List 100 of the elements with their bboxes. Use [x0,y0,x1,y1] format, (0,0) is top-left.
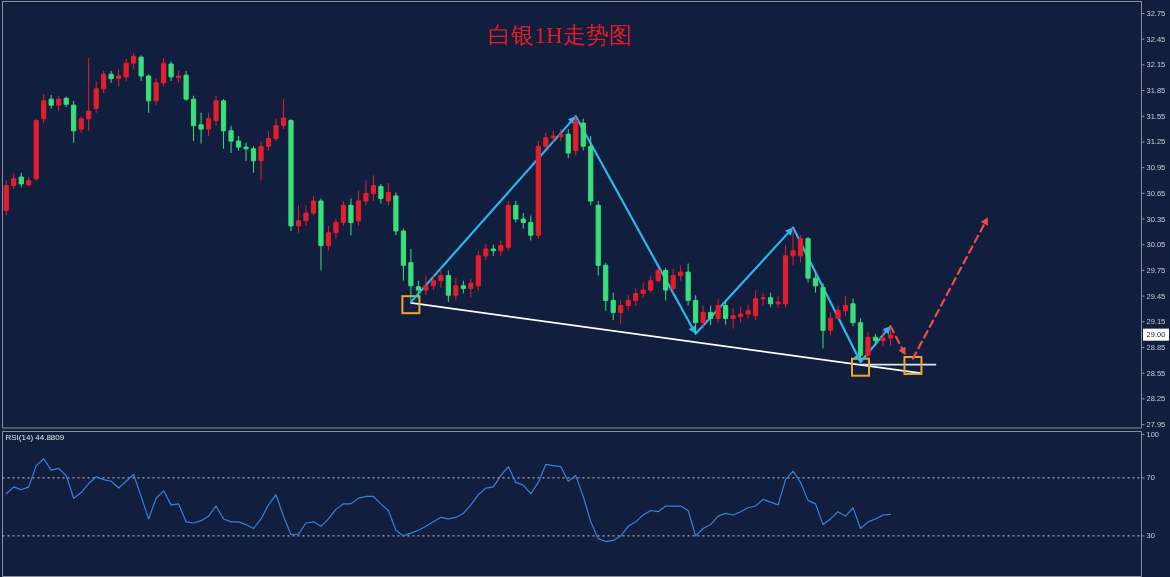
candlestick [618,299,624,325]
candlestick [33,118,39,181]
candlestick [782,245,789,308]
candlestick [400,227,406,282]
point [851,357,870,377]
candlestick [153,78,159,106]
candlestick [93,80,99,114]
candlestick [460,280,466,295]
candlestick [543,132,549,150]
candlestick [423,275,429,296]
candlestick [678,264,684,282]
candlestick [603,262,609,312]
point [903,355,923,375]
candlestick [258,140,264,181]
candlestick [56,95,62,112]
candlestick [310,195,317,217]
candlestick [303,204,309,227]
candlestick [708,305,714,326]
candlestick [842,295,849,317]
candlestick [273,118,279,142]
candlestick [865,331,871,360]
candlestick [26,176,32,187]
candlestick [250,145,257,174]
candlestick [528,215,534,241]
candlestick [295,204,302,234]
candlestick [513,200,519,223]
candlestick [108,70,114,84]
candlestick [408,248,414,301]
candlestick [220,98,227,150]
candlestick [430,273,436,291]
candlestick [857,317,864,362]
candlestick [333,218,339,240]
candlestick [415,280,421,300]
candlestick [535,140,541,240]
candlestick [700,305,706,330]
candlestick [168,60,174,82]
candlestick [648,275,654,294]
candlestick [228,125,234,154]
candlestick [348,197,354,236]
candlestick [550,130,556,144]
candlestick [505,200,511,252]
candlestick [116,68,122,87]
candlestick [243,142,249,162]
candlestick [265,130,272,152]
candlestick [475,250,481,291]
candlestick [161,57,167,87]
candlestick [318,197,324,271]
candlestick [490,244,496,257]
candlestick [235,135,242,152]
candlestick [146,73,152,114]
candlestick [730,307,736,330]
point [401,295,421,315]
candlestick [805,236,811,283]
candlestick [588,135,594,206]
candlestick [610,292,616,321]
candlestick [190,95,197,142]
candlestick [565,128,571,159]
candlestick [393,191,399,236]
candlestick [11,172,17,190]
candlestick [63,96,69,108]
candlestick [183,70,189,102]
candlestick [48,94,54,110]
chart-title: RSI(14) 44.8809 [5,432,65,442]
candlestick [775,295,781,309]
candlestick [760,292,766,307]
candlestick [625,294,631,312]
candlestick [78,115,84,134]
candlestick [558,128,564,142]
line-series [5,458,892,543]
candlestick [738,305,744,324]
candlestick [752,289,759,321]
candlestick [340,200,347,227]
candlestick [767,292,774,308]
candlestick [483,243,489,261]
candlestick [176,70,182,84]
candlestick [445,269,451,303]
candlestick [745,304,751,319]
candlestick [41,93,47,124]
candlestick [685,263,691,307]
candlestick [573,116,579,157]
candlestick [880,329,886,348]
candlestick [385,182,392,206]
candlestick [288,118,294,232]
candlestick [715,298,721,324]
candlestick [872,333,879,347]
candlestick [325,225,332,252]
candlestick [835,305,841,321]
candlestick [850,298,856,327]
candlestick [280,98,287,130]
candlestick [520,212,526,229]
candlestick [498,239,504,257]
candlestick [887,328,894,347]
candlestick [633,287,639,307]
candlestick [18,172,24,188]
candlestick [797,234,804,264]
candlestick [363,179,369,206]
candlestick [355,190,362,227]
candlestick [3,179,9,217]
candlestick [580,118,586,152]
candlestick [123,58,129,82]
